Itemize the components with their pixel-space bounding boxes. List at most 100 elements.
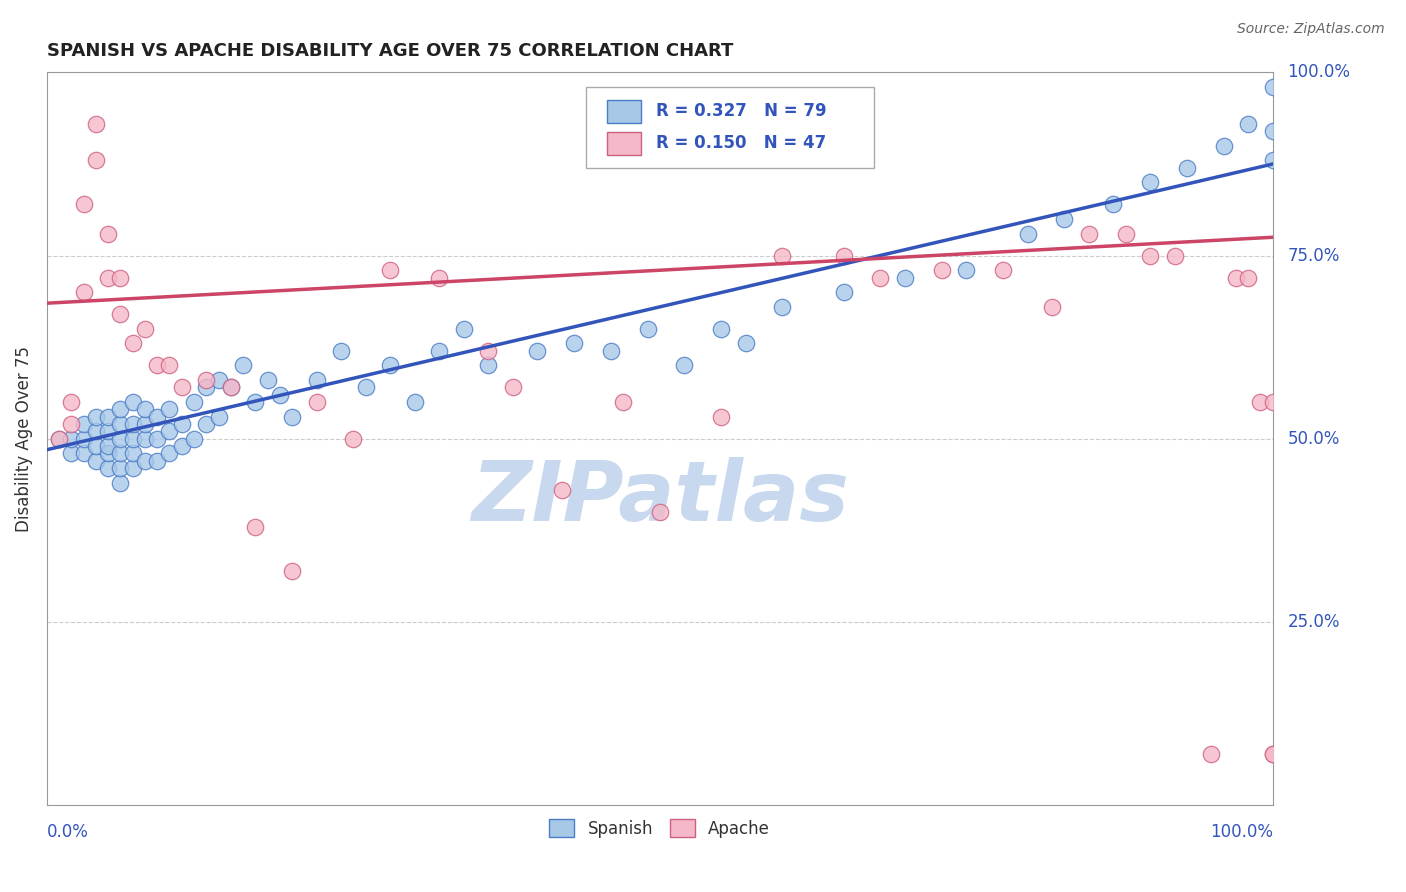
Point: [710, 409, 733, 424]
Point: [551, 483, 574, 497]
Point: [97, 409, 120, 424]
Point: [159, 359, 181, 373]
Point: [110, 461, 132, 475]
Point: [477, 359, 499, 373]
Text: SPANISH VS APACHE DISABILITY AGE OVER 75 CORRELATION CHART: SPANISH VS APACHE DISABILITY AGE OVER 75…: [46, 42, 734, 60]
Text: 50.0%: 50.0%: [1288, 430, 1340, 448]
Point: [648, 505, 671, 519]
Point: [110, 475, 132, 490]
Point: [207, 373, 229, 387]
Point: [931, 263, 953, 277]
Point: [97, 439, 120, 453]
Point: [1139, 249, 1161, 263]
Point: [159, 402, 181, 417]
Point: [330, 343, 353, 358]
Point: [378, 263, 401, 277]
Point: [245, 395, 267, 409]
Point: [427, 270, 450, 285]
Point: [183, 395, 205, 409]
Point: [955, 263, 977, 277]
Point: [477, 343, 499, 358]
Point: [1201, 747, 1223, 761]
Point: [305, 395, 328, 409]
Point: [48, 432, 70, 446]
Point: [673, 359, 696, 373]
Point: [97, 227, 120, 241]
Point: [60, 432, 83, 446]
Point: [1261, 80, 1284, 95]
Point: [232, 359, 254, 373]
Point: [97, 270, 120, 285]
Point: [207, 409, 229, 424]
Point: [134, 432, 156, 446]
Point: [1261, 153, 1284, 168]
Point: [84, 425, 107, 439]
Point: [404, 395, 426, 409]
Point: [305, 373, 328, 387]
Point: [121, 461, 143, 475]
FancyBboxPatch shape: [607, 100, 641, 123]
Point: [97, 425, 120, 439]
Point: [134, 402, 156, 417]
Point: [256, 373, 278, 387]
Point: [219, 380, 242, 394]
Point: [73, 417, 96, 431]
Point: [121, 417, 143, 431]
Point: [134, 322, 156, 336]
Point: [832, 285, 855, 300]
Point: [110, 417, 132, 431]
Point: [562, 336, 585, 351]
Point: [60, 446, 83, 460]
FancyBboxPatch shape: [586, 87, 875, 168]
Point: [60, 395, 83, 409]
Point: [1225, 270, 1247, 285]
Point: [1040, 300, 1063, 314]
Text: Source: ZipAtlas.com: Source: ZipAtlas.com: [1237, 22, 1385, 37]
Point: [97, 461, 120, 475]
Point: [1053, 211, 1076, 226]
Point: [342, 432, 364, 446]
Point: [121, 446, 143, 460]
Legend: Spanish, Apache: Spanish, Apache: [543, 813, 778, 845]
Point: [195, 373, 218, 387]
Point: [134, 453, 156, 467]
Point: [73, 197, 96, 211]
Point: [354, 380, 377, 394]
Text: 100.0%: 100.0%: [1288, 63, 1350, 81]
Point: [1102, 197, 1125, 211]
Point: [526, 343, 548, 358]
Point: [269, 388, 291, 402]
Point: [48, 432, 70, 446]
Point: [378, 359, 401, 373]
Point: [734, 336, 756, 351]
Point: [832, 249, 855, 263]
Point: [245, 519, 267, 533]
Point: [110, 402, 132, 417]
Text: ZIPatlas: ZIPatlas: [471, 457, 849, 538]
Point: [281, 409, 304, 424]
Point: [170, 380, 193, 394]
Text: 0.0%: 0.0%: [46, 823, 89, 841]
Point: [146, 453, 169, 467]
Point: [84, 439, 107, 453]
Point: [1017, 227, 1039, 241]
Point: [146, 359, 169, 373]
Point: [1237, 117, 1260, 131]
Point: [502, 380, 524, 394]
Point: [195, 380, 218, 394]
Point: [427, 343, 450, 358]
Point: [599, 343, 621, 358]
Point: [1250, 395, 1272, 409]
Point: [770, 249, 793, 263]
Point: [170, 417, 193, 431]
Text: R = 0.150   N = 47: R = 0.150 N = 47: [657, 135, 827, 153]
Point: [612, 395, 634, 409]
Point: [1163, 249, 1185, 263]
Point: [110, 307, 132, 321]
Point: [60, 417, 83, 431]
Point: [73, 432, 96, 446]
Point: [770, 300, 793, 314]
Point: [110, 432, 132, 446]
Point: [134, 417, 156, 431]
Point: [73, 446, 96, 460]
